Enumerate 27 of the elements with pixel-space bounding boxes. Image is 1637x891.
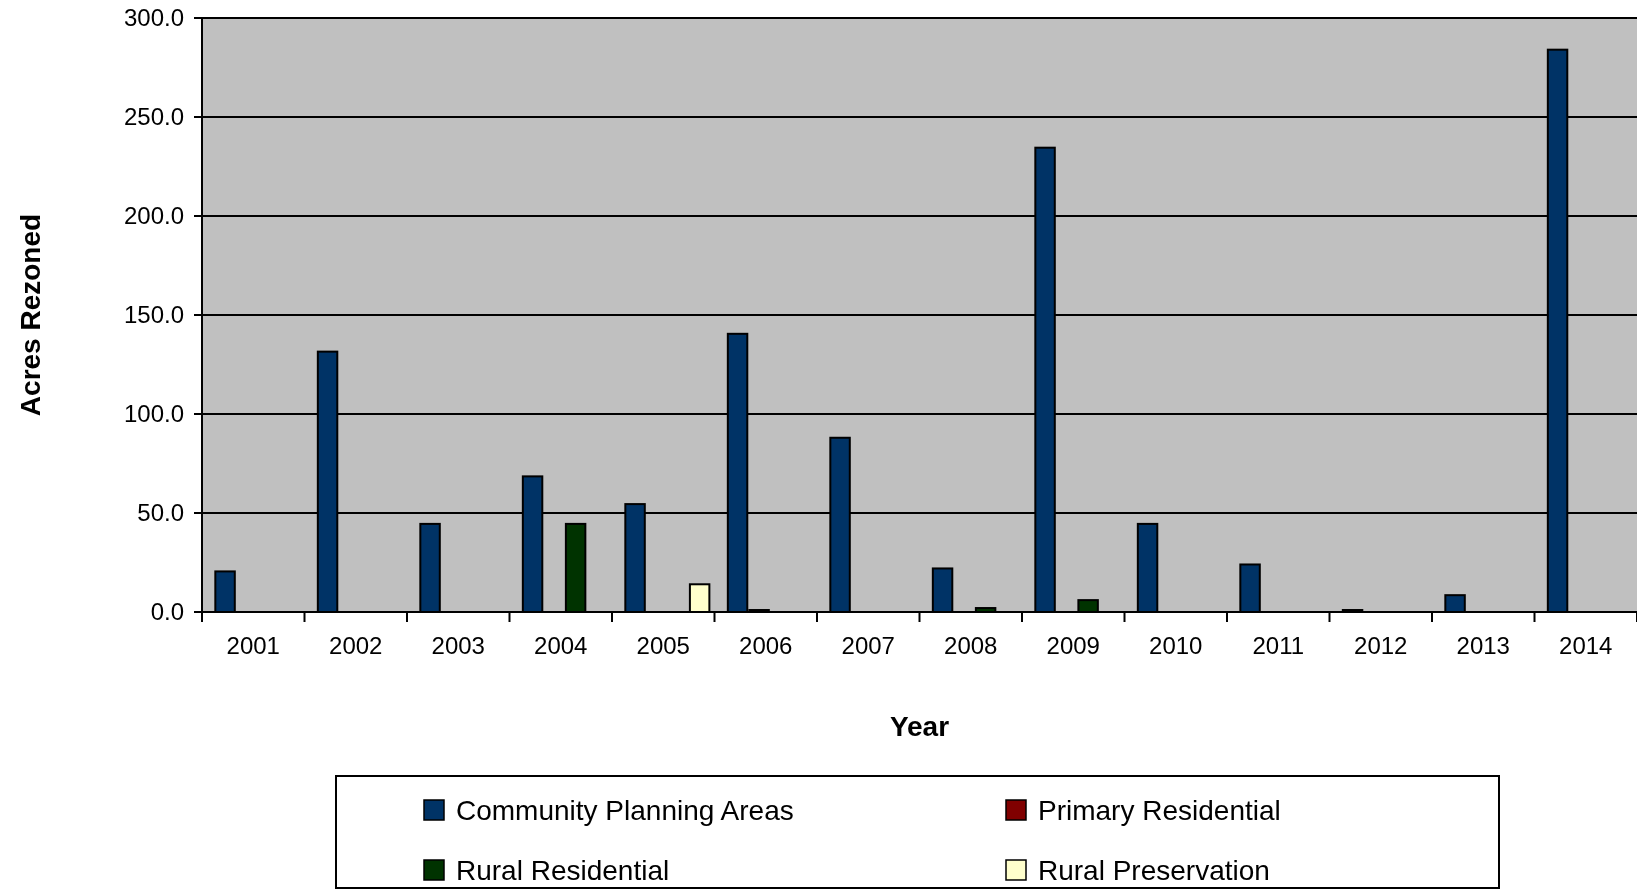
- y-axis-title: Acres Rezoned: [15, 213, 46, 417]
- x-tick-label: 2007: [841, 632, 895, 659]
- x-axis-title: Year: [889, 711, 950, 742]
- x-tick-label: 2012: [1354, 632, 1408, 659]
- y-tick-label: 100.0: [123, 400, 184, 428]
- x-tick-label: 2005: [636, 632, 690, 659]
- y-tick-label: 0.0: [150, 598, 184, 626]
- x-tick-label: 2013: [1456, 632, 1510, 659]
- y-tick-label: 50.0: [137, 499, 184, 527]
- y-tick-label: 300.0: [123, 4, 184, 32]
- y-tick-label: 150.0: [123, 301, 184, 329]
- legend-label: Community Planning Areas: [456, 794, 794, 826]
- x-tick-label: 2009: [1046, 632, 1100, 659]
- x-tick-label: 2014: [1559, 632, 1613, 659]
- y-tick-label: 250.0: [123, 103, 184, 131]
- x-tick-label: 2001: [226, 632, 280, 659]
- y-tick-label: 200.0: [123, 202, 184, 230]
- x-tick-label: 2010: [1149, 632, 1203, 659]
- x-tick-label: 2008: [944, 632, 998, 659]
- x-tick-label: 2002: [329, 632, 383, 659]
- legend-label: Rural Preservation: [1038, 854, 1270, 886]
- x-tick-label: 2006: [739, 632, 793, 659]
- x-tick-label: 2011: [1252, 632, 1305, 659]
- legend-label: Rural Residential: [456, 854, 670, 886]
- x-tick-label: 2004: [534, 632, 588, 659]
- legend-label: Primary Residential: [1038, 794, 1281, 826]
- x-tick-label: 2003: [431, 632, 485, 659]
